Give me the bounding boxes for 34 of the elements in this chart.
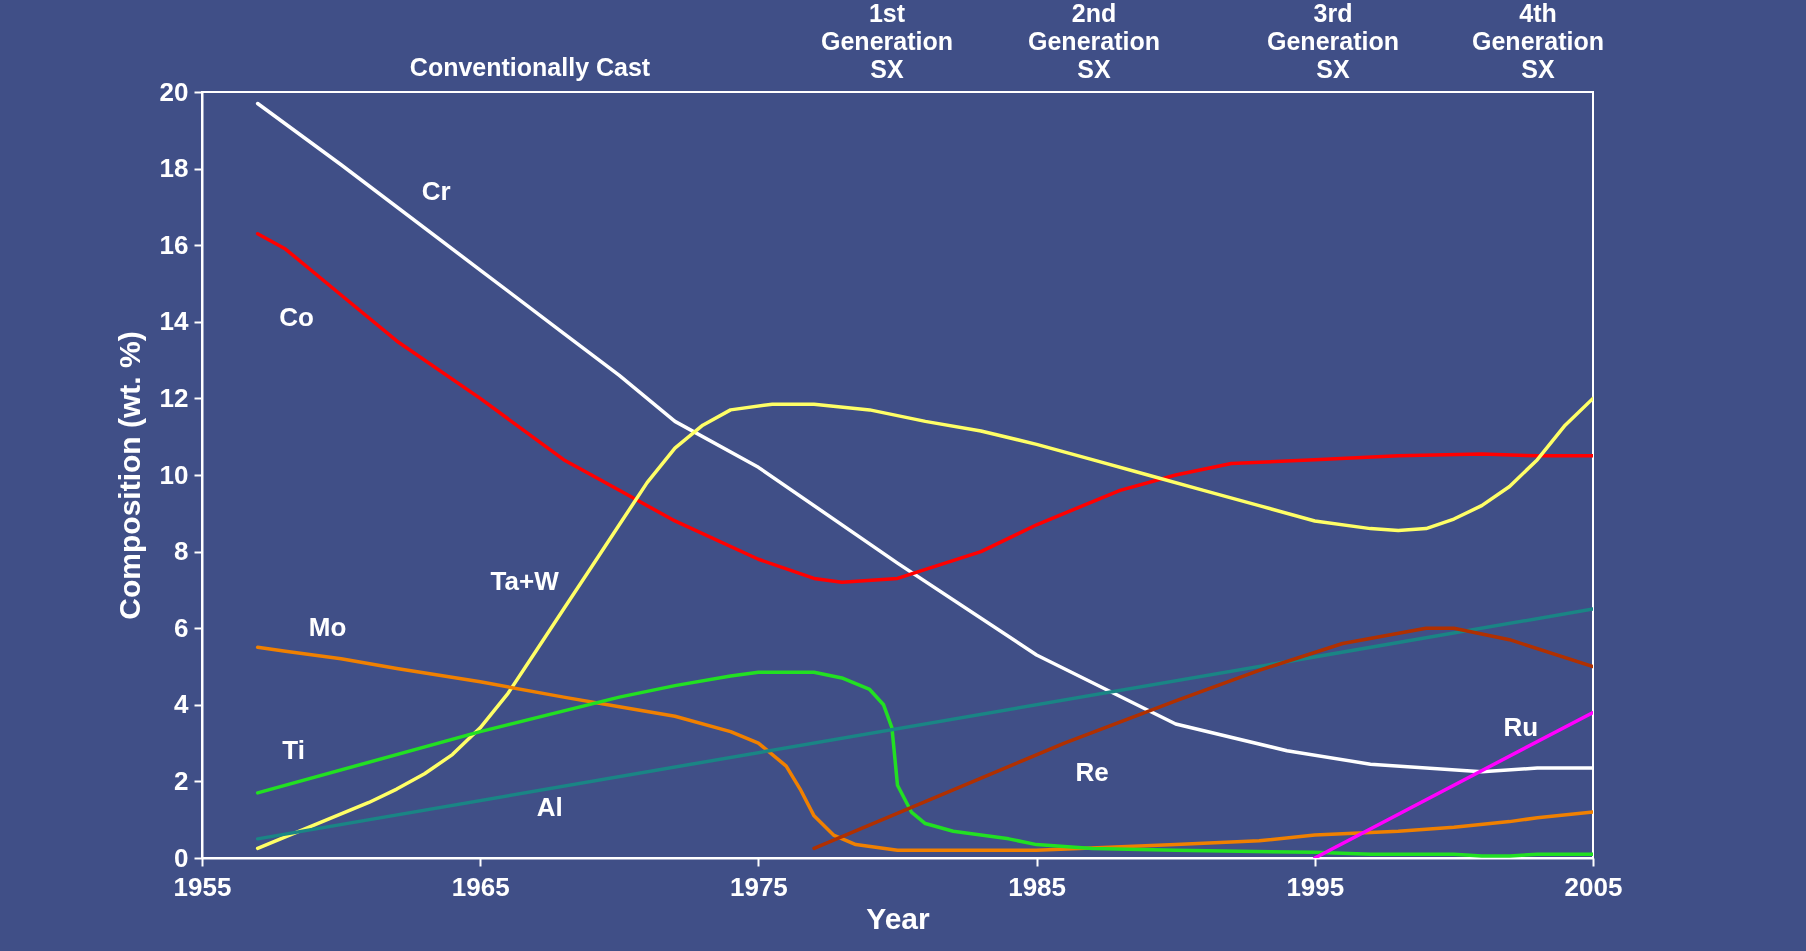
y-tick-label: 4 — [174, 689, 190, 720]
line-series — [812, 626, 1593, 851]
y-tick-label: 12 — [159, 382, 189, 413]
text: Conventionally Cast — [409, 53, 651, 81]
x-tick-label: 1965 — [451, 871, 510, 902]
x-tick-label: 1985 — [1008, 871, 1067, 902]
series-label: Cr — [421, 175, 451, 206]
series-label: Re — [1075, 757, 1109, 788]
text: 3rd Generation SX — [1267, 0, 1399, 83]
series-label: Mo — [308, 612, 347, 643]
line-series — [255, 396, 1593, 851]
x-tick-label: 1955 — [173, 871, 232, 902]
y-tick-label: 20 — [159, 76, 189, 107]
y-tick-label: 0 — [174, 842, 189, 873]
series-label: Al — [536, 791, 563, 822]
text: 4th Generation SX — [1472, 0, 1604, 83]
y-tick-label: 2 — [174, 765, 189, 796]
series-label: Co — [279, 301, 314, 332]
series-label: Ti — [282, 734, 305, 765]
y-tick-label: 8 — [174, 536, 189, 567]
x-axis-title: Year — [866, 901, 931, 935]
text: 2nd Generation SX — [1028, 0, 1160, 83]
y-tick-label: 16 — [159, 229, 189, 260]
series-label: Ta+W — [490, 566, 560, 597]
y-tick-label: 6 — [174, 612, 189, 643]
x-tick-label: 2005 — [1564, 871, 1623, 902]
text: 1st Generation SX — [821, 0, 953, 83]
y-tick-label: 10 — [159, 459, 189, 490]
y-axis-title: Composition (wt. %) — [112, 331, 146, 620]
y-tick-label: 14 — [159, 306, 190, 337]
x-tick-label: 1995 — [1286, 871, 1345, 902]
x-tick-label: 1975 — [729, 871, 788, 902]
series-label: Ru — [1503, 712, 1539, 742]
y-tick-label: 18 — [159, 153, 189, 184]
